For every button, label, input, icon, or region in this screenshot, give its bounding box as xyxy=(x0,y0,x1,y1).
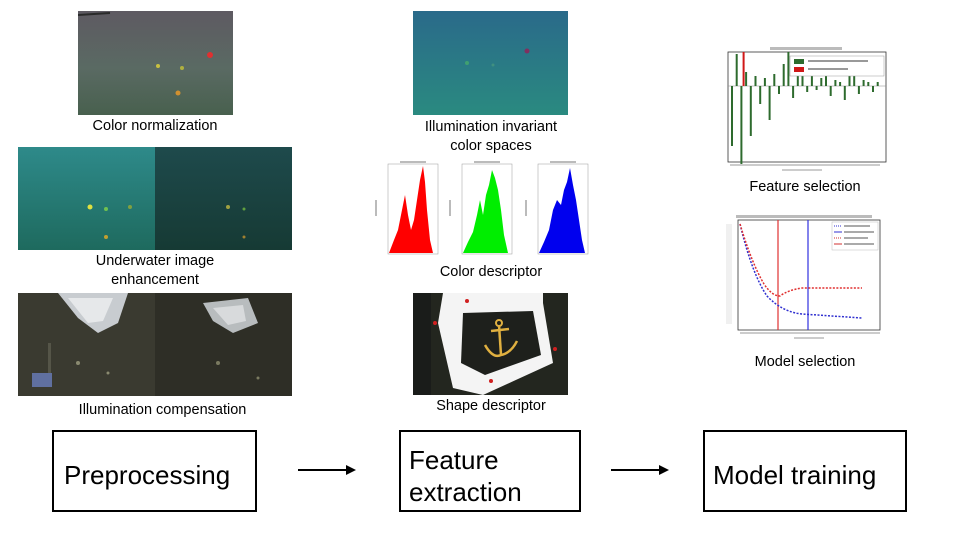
model-selection-caption: Model selection xyxy=(754,354,856,370)
feature-selection-bar-highlight xyxy=(742,52,745,86)
feature-selection-bar xyxy=(857,86,860,94)
green-histogram-shape xyxy=(463,170,508,253)
underwater-enhancement-caption-line2: enhancement xyxy=(111,272,199,288)
color-histogram-red xyxy=(372,160,440,260)
feature-selection-bar xyxy=(735,54,738,86)
model-training-box: Model training xyxy=(703,430,907,512)
feature-extraction-box: Feature extraction xyxy=(399,430,581,512)
feature-selection-bar xyxy=(810,72,813,86)
feature-selection-bar xyxy=(815,86,818,90)
feature-extraction-label-line2: extraction xyxy=(409,477,522,507)
red-histogram-shape xyxy=(389,166,433,253)
feature-selection-bar xyxy=(853,74,856,86)
feature-selection-bar xyxy=(763,78,766,86)
underwater-enhancement-image xyxy=(18,147,292,250)
feature-selection-bar xyxy=(825,68,827,86)
feature-selection-bar xyxy=(759,86,762,104)
color-descriptor-caption: Color descriptor xyxy=(439,264,543,280)
feature-selection-bar xyxy=(843,86,846,100)
feature-selection-bar xyxy=(839,82,842,86)
shape-descriptor-image xyxy=(413,293,568,395)
illumination-invariant-caption: Illumination invariant color spaces xyxy=(376,118,606,156)
feature-selection-bar xyxy=(862,80,865,86)
feature-selection-bar xyxy=(782,64,785,86)
feature-selection-bar xyxy=(778,86,780,94)
feature-selection-bar xyxy=(731,86,733,146)
feature-selection-bar xyxy=(745,72,748,86)
model-training-label: Model training xyxy=(713,460,877,490)
feature-selection-caption: Feature selection xyxy=(749,179,861,195)
shape-descriptor-caption: Shape descriptor xyxy=(436,398,546,414)
preprocessing-box: Preprocessing xyxy=(52,430,257,512)
feature-selection-bar xyxy=(792,86,795,98)
feature-selection-bar xyxy=(848,76,851,86)
feature-selection-bar xyxy=(740,86,743,164)
feature-selection-bar xyxy=(806,86,809,92)
feature-selection-bar xyxy=(867,82,870,86)
feature-selection-bar xyxy=(876,82,879,86)
feature-selection-chart xyxy=(722,46,890,174)
blue-histogram-shape xyxy=(539,168,585,253)
feature-selection-bar xyxy=(749,86,752,136)
feature-selection-bar xyxy=(768,86,771,120)
color-normalization-image xyxy=(78,11,233,115)
illumination-invariant-caption-line2: color spaces xyxy=(450,138,532,154)
color-normalization-caption: Color normalization xyxy=(92,118,218,134)
feature-selection-bar xyxy=(754,76,757,86)
feature-selection-bar xyxy=(801,76,804,86)
color-histogram-green xyxy=(446,160,514,260)
feature-extraction-label-line1: Feature xyxy=(409,445,499,475)
illumination-compensation-caption: Illumination compensation xyxy=(78,402,247,418)
underwater-enhancement-caption-line1: Underwater image xyxy=(95,253,215,269)
feature-selection-bar xyxy=(773,74,776,86)
arrow-preprocessing-to-feature xyxy=(298,465,356,475)
feature-selection-bar xyxy=(787,52,790,86)
color-histogram-blue xyxy=(522,160,590,260)
feature-selection-bar xyxy=(820,78,823,86)
arrow-feature-to-model xyxy=(611,465,669,475)
preprocessing-label: Preprocessing xyxy=(64,460,231,490)
model-selection-chart xyxy=(722,214,890,342)
feature-selection-bar xyxy=(829,86,832,96)
illumination-compensation-image xyxy=(18,293,292,396)
underwater-enhancement-caption: Underwater image enhancement xyxy=(40,252,270,290)
feature-selection-bar xyxy=(872,86,874,92)
illumination-invariant-image xyxy=(413,11,568,115)
feature-selection-bar xyxy=(834,80,837,86)
illumination-invariant-caption-line1: Illumination invariant xyxy=(424,119,558,135)
